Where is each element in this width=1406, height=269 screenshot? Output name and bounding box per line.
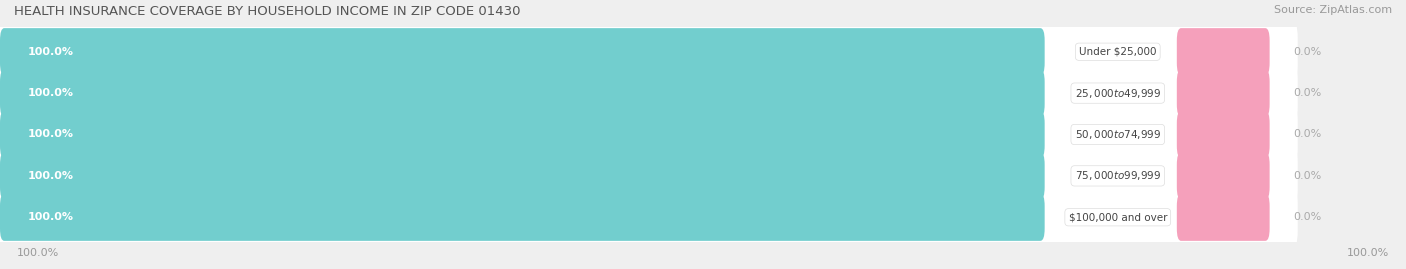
FancyBboxPatch shape bbox=[0, 18, 1298, 85]
Text: 100.0%: 100.0% bbox=[1347, 248, 1389, 258]
FancyBboxPatch shape bbox=[1177, 194, 1270, 241]
Text: 0.0%: 0.0% bbox=[1294, 212, 1322, 222]
Text: $50,000 to $74,999: $50,000 to $74,999 bbox=[1074, 128, 1161, 141]
Text: $75,000 to $99,999: $75,000 to $99,999 bbox=[1074, 169, 1161, 182]
Text: 0.0%: 0.0% bbox=[1294, 171, 1322, 181]
Text: Source: ZipAtlas.com: Source: ZipAtlas.com bbox=[1274, 5, 1392, 15]
FancyBboxPatch shape bbox=[1177, 69, 1270, 117]
Text: 100.0%: 100.0% bbox=[28, 47, 75, 57]
Text: 0.0%: 0.0% bbox=[1294, 88, 1322, 98]
FancyBboxPatch shape bbox=[0, 152, 1045, 200]
Text: 100.0%: 100.0% bbox=[28, 171, 75, 181]
Text: 0.0%: 0.0% bbox=[1294, 129, 1322, 140]
FancyBboxPatch shape bbox=[0, 28, 1045, 75]
Text: Under $25,000: Under $25,000 bbox=[1078, 47, 1157, 57]
FancyBboxPatch shape bbox=[0, 69, 1045, 117]
Text: HEALTH INSURANCE COVERAGE BY HOUSEHOLD INCOME IN ZIP CODE 01430: HEALTH INSURANCE COVERAGE BY HOUSEHOLD I… bbox=[14, 5, 520, 18]
FancyBboxPatch shape bbox=[1177, 28, 1270, 75]
Text: 100.0%: 100.0% bbox=[28, 212, 75, 222]
FancyBboxPatch shape bbox=[0, 184, 1298, 251]
Text: $100,000 and over: $100,000 and over bbox=[1069, 212, 1167, 222]
Text: 0.0%: 0.0% bbox=[1294, 47, 1322, 57]
FancyBboxPatch shape bbox=[0, 101, 1298, 168]
FancyBboxPatch shape bbox=[0, 111, 1045, 158]
FancyBboxPatch shape bbox=[0, 142, 1298, 209]
FancyBboxPatch shape bbox=[1177, 152, 1270, 200]
FancyBboxPatch shape bbox=[0, 60, 1298, 127]
FancyBboxPatch shape bbox=[1177, 111, 1270, 158]
Text: $25,000 to $49,999: $25,000 to $49,999 bbox=[1074, 87, 1161, 100]
Text: 100.0%: 100.0% bbox=[28, 88, 75, 98]
FancyBboxPatch shape bbox=[0, 194, 1045, 241]
Text: 100.0%: 100.0% bbox=[28, 129, 75, 140]
Text: 100.0%: 100.0% bbox=[17, 248, 59, 258]
